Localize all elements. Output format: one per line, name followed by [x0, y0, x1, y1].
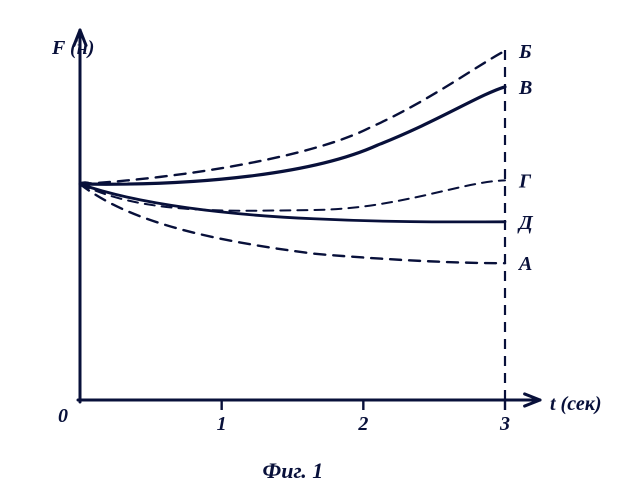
x-tick-label: 2 [357, 413, 368, 435]
curve-label-Г: Г [518, 170, 532, 192]
figure-caption: Фиг. 1 [263, 458, 324, 483]
curve-label-А: А [517, 253, 532, 275]
curve-label-Д: Д [517, 212, 534, 234]
figure-svg: 0 1 2 3 F (н) t (сек) БВ ГДА Фиг. 1 [0, 0, 630, 500]
curve-label-В: В [518, 77, 532, 99]
x-tick-label: 1 [217, 413, 227, 435]
origin-label: 0 [58, 405, 68, 427]
x-axis-label: t (сек) [550, 393, 602, 415]
y-axis-label: F (н) [51, 37, 94, 59]
plot-background [0, 0, 630, 500]
x-tick-label: 3 [499, 413, 510, 435]
curve-label-Б: Б [518, 41, 532, 63]
